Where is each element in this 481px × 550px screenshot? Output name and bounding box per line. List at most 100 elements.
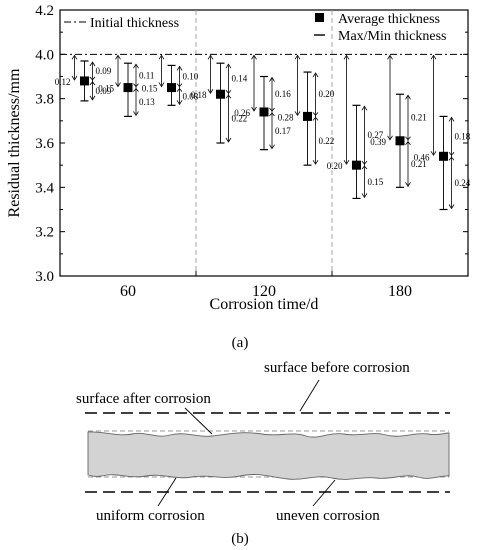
deviation-arrow-head (448, 204, 455, 210)
data-point-group: 0.26 0.16 0.17 (234, 54, 291, 151)
data-point-group: 0.46 0.18 0.24 (414, 54, 471, 211)
loss-label: 0.26 (234, 108, 250, 118)
average-marker (79, 76, 89, 86)
average-arrow-head (89, 76, 96, 86)
pointer-uneven-corrosion (312, 479, 336, 507)
average-arrow-head (448, 152, 455, 161)
pointer-before-corrosion (299, 379, 320, 412)
label-uniform-corrosion: uniform corrosion (96, 508, 205, 524)
data-point-group: 0.18 0.14 0.22 (191, 54, 248, 144)
max-deviation-label: 0.09 (95, 66, 111, 76)
deviation-arrow-head (361, 193, 368, 199)
deviation-arrow-head (225, 63, 232, 69)
chart-a: 3.03.23.43.63.84.04.2 60 120 180 0.120.090… (6, 3, 471, 351)
data-point-group: 0.39 0.21 0.21 (370, 54, 427, 188)
deviation-arrow-head (405, 182, 411, 188)
loss-arrow-head (251, 54, 257, 60)
average-arrow-head (405, 136, 411, 146)
x-axis: 60 120 180 (120, 271, 412, 300)
y-tick-label: 3.4 (35, 180, 54, 196)
y-tick-label: 4.2 (35, 3, 54, 19)
legend-average-label: Average thickness (338, 12, 440, 27)
data-point-group: 0.15 0.10 0.08 (142, 54, 199, 106)
average-marker (351, 160, 361, 170)
deviation-arrow-head (176, 100, 183, 106)
deviation-arrow-head (176, 65, 183, 71)
y-tick-label: 4.0 (35, 47, 54, 63)
max-deviation-label: 0.27 (367, 130, 383, 140)
y-tick-label: 3.2 (35, 225, 54, 241)
y-tick-label: 3.6 (35, 136, 54, 152)
average-arrow-head (133, 83, 139, 92)
loss-arrow-head (115, 82, 121, 88)
min-deviation-label: 0.24 (455, 178, 471, 188)
x-tick-label: 120 (252, 283, 276, 300)
average-arrow-head (312, 112, 319, 121)
loss-label: 0.15 (98, 84, 114, 94)
average-marker (215, 89, 225, 99)
average-arrow-head (176, 83, 183, 92)
average-marker (123, 83, 133, 93)
loss-arrow-head (158, 54, 165, 60)
average-marker (303, 111, 313, 121)
max-deviation-label: 0.21 (411, 113, 427, 123)
x-axis-label: Corrosion time/d (210, 296, 319, 313)
pointer-after-corrosion (184, 407, 213, 435)
deviation-arrow-head (225, 137, 232, 143)
loss-arrow-head (158, 82, 165, 88)
deviation-arrow-head (312, 72, 319, 78)
y-tick-label: 3.0 (35, 269, 54, 285)
max-deviation-label: 0.18 (455, 131, 471, 141)
deviation-arrow-head (133, 111, 139, 117)
deviation-arrow-head (361, 105, 368, 111)
average-arrow-head (361, 160, 368, 170)
data-point-group: 0.28 0.20 0.22 (278, 54, 335, 166)
max-deviation-label: 0.11 (139, 70, 154, 80)
loss-label: 0.18 (191, 90, 207, 100)
label-after-corrosion: surface after corrosion (76, 391, 211, 407)
legend: Initial thickness Average thickness Max/… (64, 12, 447, 44)
max-deviation-label: 0.20 (319, 89, 335, 99)
loss-arrow-head (207, 54, 214, 60)
deviation-arrow-head (448, 116, 455, 122)
loss-arrow-head (294, 54, 301, 60)
y-tick-label: 3.8 (35, 92, 54, 108)
deviation-arrow-head (269, 76, 275, 82)
data-point-group: 0.20 0.27 0.15 (327, 54, 384, 200)
legend-maxmin-label: Max/Min thickness (338, 29, 447, 44)
data-point-group: 0.15 0.11 0.13 (98, 54, 155, 118)
pointer-uniform-corrosion (157, 477, 177, 507)
max-deviation-label: 0.10 (183, 72, 199, 82)
loss-arrow-head (71, 54, 78, 60)
x-tick-label: 60 (120, 283, 136, 300)
deviation-arrow-head (89, 61, 96, 67)
loss-label: 0.12 (55, 77, 71, 87)
loss-label: 0.15 (142, 84, 158, 94)
average-arrow-head (269, 107, 275, 117)
min-deviation-label: 0.09 (95, 86, 111, 96)
loss-arrow-head (71, 75, 78, 81)
loss-arrow-head (115, 54, 121, 60)
max-deviation-label: 0.16 (275, 89, 291, 99)
loss-arrow-head (343, 159, 350, 165)
max-deviation-label: 0.14 (231, 74, 247, 84)
corroded-plate-section (87, 431, 450, 480)
average-arrow-head (225, 89, 232, 99)
average-marker (167, 83, 177, 93)
average-marker (439, 151, 449, 161)
min-deviation-label: 0.22 (231, 114, 247, 124)
min-deviation-label: 0.13 (139, 97, 155, 107)
loss-arrow-head (251, 106, 257, 112)
min-deviation-label: 0.08 (183, 91, 199, 101)
deviation-arrow-head (405, 94, 411, 100)
deviation-arrow-head (133, 63, 139, 69)
data-marks: 0.120.090.090.150.110.130.150.100.080.18… (55, 54, 471, 211)
average-marker (259, 107, 269, 117)
loss-label: 0.46 (414, 152, 430, 162)
average-marker (395, 136, 405, 146)
label-uneven-corrosion: uneven corrosion (276, 508, 380, 524)
min-deviation-label: 0.17 (275, 126, 291, 136)
loss-arrow-head (343, 54, 350, 60)
loss-label: 0.20 (327, 161, 343, 171)
